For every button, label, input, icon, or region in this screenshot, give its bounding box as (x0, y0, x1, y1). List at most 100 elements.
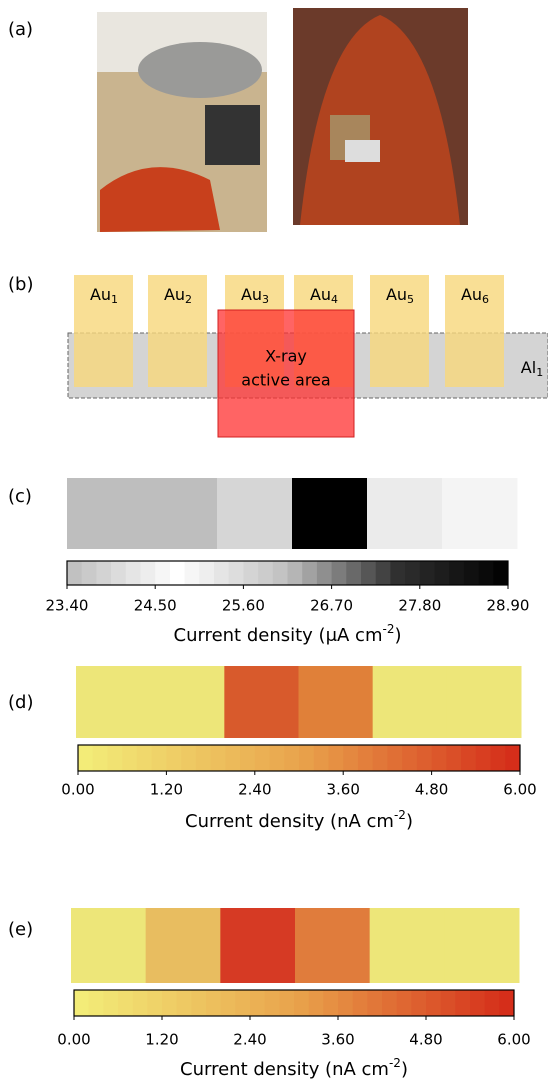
colorbar-cell (225, 745, 240, 771)
colorbar-cell (317, 561, 332, 585)
colorbar-cell (74, 990, 89, 1016)
colorbar-cell (402, 745, 417, 771)
colorbar-cell (464, 561, 479, 585)
colorbar-cell (82, 561, 97, 585)
colorbar-cell (107, 745, 122, 771)
panel-label: (b) (8, 274, 33, 295)
colorbar-cell (411, 990, 426, 1016)
colorbar-cell (235, 990, 250, 1016)
colorbar-cell (279, 990, 294, 1016)
colorbar-cell (309, 990, 324, 1016)
colorbar-cell (353, 990, 368, 1016)
electrode-label-base: Au (164, 285, 185, 304)
map-segment (442, 478, 518, 549)
colorbar-cell (420, 561, 435, 585)
colorbar-cell (470, 990, 485, 1016)
map-segment (146, 908, 221, 983)
electrode-label-sub: 2 (185, 293, 192, 306)
panel-label: (d) (8, 692, 33, 713)
axis-label-end: ) (394, 625, 401, 646)
colorbar-cell (435, 561, 450, 585)
colorbar-cell (376, 561, 391, 585)
tick-label: 26.70 (310, 597, 353, 615)
xray-label: X-ray (265, 347, 307, 366)
colorbar-cell (206, 990, 221, 1016)
tick-label: 23.40 (46, 597, 89, 615)
strip-label-sub: 1 (536, 366, 543, 379)
colorbar-cell (417, 745, 432, 771)
colorbar-cell (240, 745, 255, 771)
axis-label-text: Current density (nA cm (180, 1059, 389, 1080)
colorbar-cell (255, 745, 270, 771)
colorbar-cell (191, 990, 206, 1016)
colorbar-cell (387, 745, 402, 771)
map-segment (224, 666, 299, 738)
tick-label: 1.20 (145, 1031, 178, 1049)
colorbar-cell (455, 990, 470, 1016)
axis-label-end: ) (406, 811, 413, 832)
colorbar-cell (294, 990, 309, 1016)
colorbar-cell (137, 745, 152, 771)
colorbar-cell (479, 561, 494, 585)
colorbar-cell (338, 990, 353, 1016)
colorbar-cell (122, 745, 137, 771)
colorbar-cell (361, 561, 376, 585)
colorbar-cell (177, 990, 192, 1016)
colorbar-cell (485, 990, 500, 1016)
axis-label-end: ) (401, 1059, 408, 1080)
colorbar-cell (449, 561, 464, 585)
colorbar-cell (505, 745, 520, 771)
photos (97, 8, 468, 232)
colorbar-cell (373, 745, 388, 771)
tick-label: 0.00 (61, 781, 94, 799)
colorbar-cell (397, 990, 412, 1016)
tick-label: 6.00 (497, 1031, 530, 1049)
colorbar-cell (199, 561, 214, 585)
colorbar-cell (270, 745, 285, 771)
colorbar-cell (221, 990, 236, 1016)
colorbar-cell (211, 745, 226, 771)
panel-label: (a) (8, 19, 33, 40)
colorbar-cell (155, 561, 170, 585)
strip-label-base: Al (521, 358, 536, 377)
map-segment (444, 908, 519, 983)
map-segment (220, 908, 295, 983)
map-segment (67, 478, 143, 549)
panel-labels: (a)(b)(c)(d)(e) (8, 19, 33, 940)
colorbar-cell (288, 561, 303, 585)
colorbar-cell (78, 745, 93, 771)
map-segment (373, 666, 448, 738)
colorbar-cell (323, 990, 338, 1016)
colorbar-cell (93, 745, 108, 771)
colorbar-cell (441, 990, 456, 1016)
colorbar-cell (390, 561, 405, 585)
map-segment (292, 478, 368, 549)
colorbar-cell (461, 745, 476, 771)
colorbar-cell (214, 561, 229, 585)
colorbar-cell (493, 561, 508, 585)
tick-label: 4.80 (415, 781, 448, 799)
colorbar-cell (405, 561, 420, 585)
colorbar-cell (314, 745, 329, 771)
figure: (a)(b)(c)(d)(e) Au1Au2Au3Au4Au5Au6Al1X-r… (0, 0, 548, 1084)
electrode-label-sub: 6 (482, 293, 489, 306)
colorbar-cell (302, 561, 317, 585)
colorbar-cell (147, 990, 162, 1016)
axis-label-text: Current density (μA cm (174, 625, 383, 646)
colorbar-cell (358, 745, 373, 771)
map-segment (142, 478, 218, 549)
colorbar-cell (170, 561, 185, 585)
electrode-label-sub: 5 (407, 293, 414, 306)
axis-label: Current density (μA cm-2) (174, 622, 402, 647)
tick-label: 25.60 (222, 597, 265, 615)
tick-label: 4.80 (409, 1031, 442, 1049)
axis-label-text: Current density (nA cm (185, 811, 394, 832)
colorbar-cell (273, 561, 288, 585)
tick-label: 2.40 (233, 1031, 266, 1049)
colorbar-cell (118, 990, 133, 1016)
colorbar-cell (499, 990, 514, 1016)
axis-label-sup: -2 (383, 622, 395, 636)
tick-label: 24.50 (134, 597, 177, 615)
colorbar-cell (432, 745, 447, 771)
colorbar-cell (332, 561, 347, 585)
